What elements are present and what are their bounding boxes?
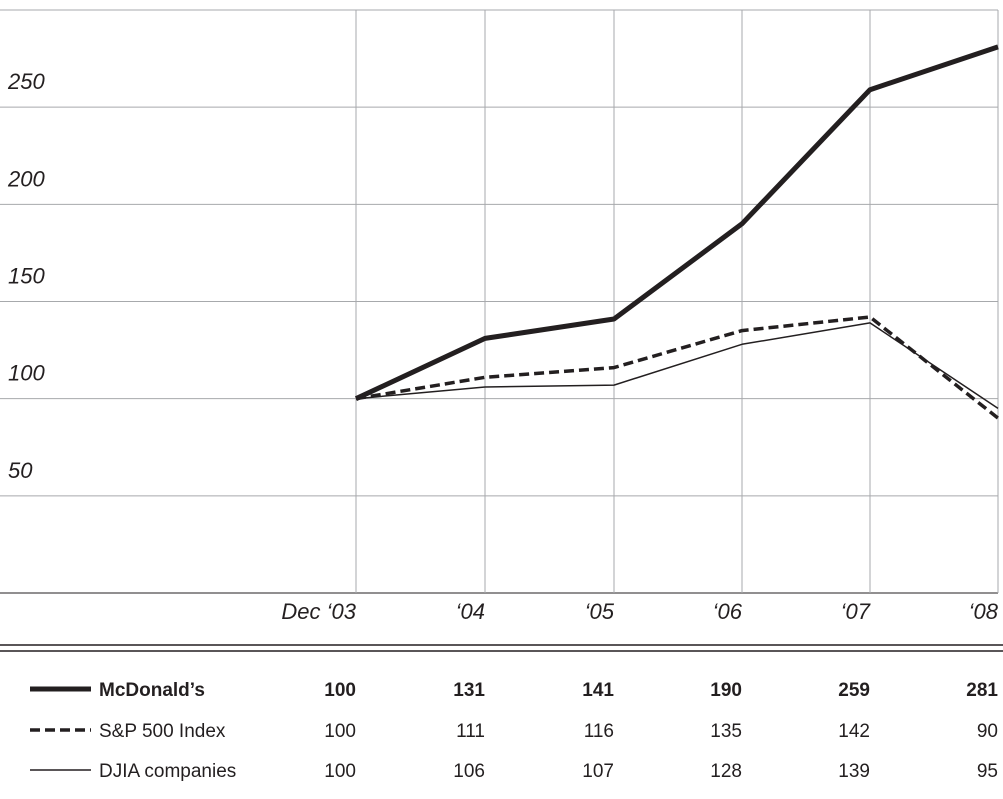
table-value: 106 [453,761,485,782]
table-value: 135 [710,721,742,742]
table-row: McDonald’s 100 131 141 190 259 281 [30,680,998,701]
data-table: McDonald’s 100 131 141 190 259 281 S&P 500 Inde… [0,644,1003,782]
table-value: 131 [453,680,485,701]
x-tick-label: ‘06 [713,599,743,624]
y-tick-label: 100 [8,361,45,386]
table-value: 139 [838,761,870,782]
table-value: 142 [838,721,870,742]
series-line-0 [354,44,999,401]
table-value: 190 [710,680,742,701]
y-tick-label: 250 [7,69,45,94]
table-value: 90 [977,721,998,742]
series-name: S&P 500 Index [99,721,226,742]
x-tick-label: ‘05 [585,599,615,624]
table-value: 100 [324,680,356,701]
table-value: 111 [456,721,485,742]
x-axis-ticks: Dec ‘03 ‘04 ‘05 ‘06 ‘07 ‘08 [281,599,998,624]
y-tick-label: 50 [8,458,33,483]
table-row: DJIA companies 100 106 107 128 139 95 [30,761,998,782]
series-lines [354,44,1000,420]
x-tick-label: ‘04 [456,599,485,624]
table-value: 281 [966,680,998,701]
y-tick-label: 200 [7,166,45,191]
series-name: McDonald’s [99,680,205,701]
x-tick-label: ‘07 [841,599,871,624]
series-line-1 [355,315,1000,420]
table-row: S&P 500 Index 100 111 116 135 142 90 [30,721,998,742]
x-tick-label: ‘08 [969,599,999,624]
table-value: 141 [582,680,614,701]
table-value: 116 [584,721,614,742]
series-name: DJIA companies [99,761,236,782]
x-tick-label: Dec ‘03 [281,599,356,624]
grid [0,9,999,594]
table-value: 95 [977,761,998,782]
table-value: 100 [324,761,356,782]
table-value: 100 [324,721,356,742]
table-value: 259 [838,680,870,701]
table-value: 128 [710,761,742,782]
series-line-2 [355,322,999,410]
y-tick-label: 150 [8,264,45,289]
table-value: 107 [582,761,614,782]
